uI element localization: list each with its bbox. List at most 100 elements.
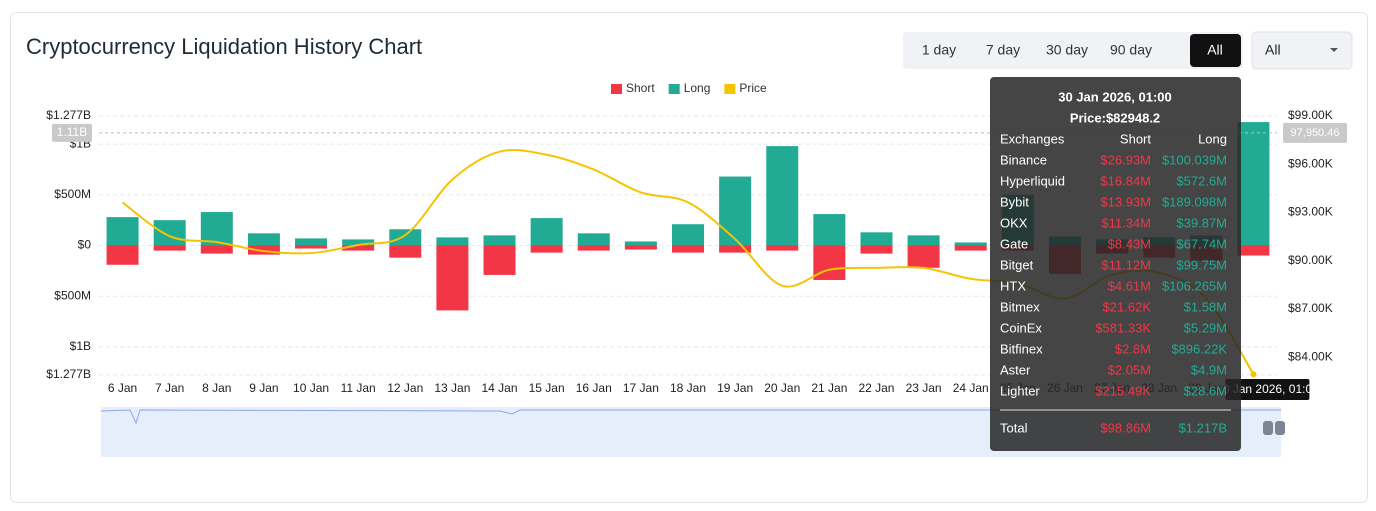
bar [1237, 122, 1270, 246]
x-crosshair-label: 30 Jan 2026, 01:00 [1216, 382, 1319, 396]
tooltip-cell: $13.93M [1100, 194, 1151, 209]
y-tick-label: $500M [54, 187, 91, 201]
y2-tick-label: $90.00K [1288, 253, 1333, 267]
bar [672, 224, 704, 246]
legend-label[interactable]: Price [739, 81, 767, 95]
tooltip-cell: OKX [1000, 215, 1028, 230]
x-tick-label: 18 Jan [670, 381, 706, 395]
bar [860, 245, 893, 254]
navigator-handle[interactable] [1263, 421, 1273, 435]
range-button[interactable]: 90 day [1110, 42, 1152, 58]
bar [342, 239, 375, 246]
tooltip-cell: $106.265M [1162, 278, 1227, 293]
bar [530, 218, 563, 246]
tooltip-cell: $100.039M [1162, 152, 1227, 167]
tooltip-cell: $99.75M [1176, 257, 1227, 272]
dropdown[interactable] [1251, 31, 1353, 70]
bar [247, 245, 280, 255]
tooltip-cell: $215.49K [1095, 383, 1151, 398]
range-button[interactable]: 7 day [986, 42, 1020, 58]
tooltip-cell: HTX [1000, 278, 1026, 293]
tooltip-total: $98.86M [1100, 420, 1151, 435]
legend-swatch[interactable] [724, 84, 736, 94]
tooltip-cell: $1.58M [1184, 299, 1227, 314]
bar [719, 245, 752, 253]
tooltip-cell: $896.22K [1171, 341, 1227, 356]
bar [200, 245, 233, 254]
y-tick-label: $1B [70, 339, 91, 353]
bar [907, 245, 940, 268]
crosshair-y-label: 1.11B [57, 125, 87, 139]
dropdown-caret [1330, 48, 1338, 52]
tooltip-cell: $21.62K [1103, 299, 1152, 314]
legend-swatch[interactable] [668, 84, 680, 94]
y2-tick-label: $87.00K [1288, 301, 1333, 315]
range-button[interactable]: All [1207, 42, 1223, 58]
y2-tick-label: $99.00K [1288, 108, 1333, 122]
bar [106, 217, 139, 246]
x-tick-label: 21 Jan [811, 381, 847, 395]
bar [200, 212, 233, 246]
x-tick-label: 24 Jan [953, 381, 989, 395]
range-button-active[interactable] [1190, 34, 1241, 67]
tooltip-cell: $5.29M [1184, 320, 1227, 335]
x-tick-label: 20 Jan [764, 381, 800, 395]
bar [577, 233, 610, 246]
y2-tick-label: $93.00K [1288, 205, 1333, 219]
x-tick-label: 17 Jan [623, 381, 659, 395]
range-button[interactable]: 1 day [922, 42, 956, 58]
tooltip-cell: $4.61M [1108, 278, 1151, 293]
bar [389, 245, 422, 258]
bar [577, 245, 610, 251]
tooltip-cell: Aster [1000, 362, 1031, 377]
tooltip-cell: $2.05M [1108, 362, 1151, 377]
tooltip-header: Short [1120, 131, 1151, 146]
tooltip-cell: $4.9M [1191, 362, 1227, 377]
bar [153, 220, 186, 246]
legend-label[interactable]: Short [626, 81, 655, 95]
price-point [1250, 371, 1257, 378]
x-crosshair-label-bg [1225, 379, 1310, 400]
tooltip-cell: $11.12M [1101, 257, 1151, 272]
tooltip-cell: $16.84M [1100, 173, 1151, 188]
x-tick-label: 14 Jan [482, 381, 518, 395]
y2-tick-label: $84.00K [1288, 349, 1333, 363]
dropdown-value[interactable]: All [1265, 42, 1281, 58]
x-tick-label: 6 Jan [108, 381, 137, 395]
bar [295, 238, 328, 246]
bar [436, 245, 469, 311]
tooltip-cell: $8.43M [1108, 236, 1151, 251]
y2-tick-label: $96.00K [1288, 156, 1333, 170]
y-tick-label: $500M [54, 288, 91, 302]
tooltip-title: 30 Jan 2026, 01:00 [1058, 89, 1171, 104]
bar [1237, 245, 1270, 256]
bar [106, 245, 139, 265]
tooltip-cell: $189.098M [1162, 194, 1227, 209]
range-button[interactable]: 30 day [1046, 42, 1088, 58]
navigator-handle[interactable] [1275, 421, 1285, 435]
tooltip-cell: Bitmex [1000, 299, 1040, 314]
chart-title: Cryptocurrency Liquidation History Chart [26, 34, 422, 59]
tooltip-header: Long [1198, 131, 1227, 146]
overlay: 30 Jan 2026, 01:00 1.11B 97,950.46 30 Jan 2… [52, 77, 1347, 451]
tooltip-cell: $39.87M [1176, 215, 1227, 230]
bar [530, 245, 563, 253]
crosshair-y2-bg [1283, 122, 1347, 143]
tooltip-price: Price:$82948.2 [1070, 110, 1160, 125]
x-tick-label: 9 Jan [249, 381, 278, 395]
x-tick-label: 7 Jan [155, 381, 184, 395]
bar [247, 233, 280, 246]
tooltip-cell: $28.6M [1184, 383, 1227, 398]
tooltip-total: $1.217B [1179, 420, 1227, 435]
tooltip-cell: Lighter [1000, 383, 1040, 398]
x-tick-label: 11 Jan [341, 381, 376, 395]
legend-label[interactable]: Long [684, 81, 711, 95]
x-tick-label: 19 Jan [717, 381, 753, 395]
y-tick-label: $0 [78, 238, 92, 252]
bar [436, 237, 469, 246]
tooltip-cell: $572.6M [1176, 173, 1227, 188]
legend-swatch[interactable] [611, 84, 622, 94]
tooltip-cell: $11.34M [1101, 215, 1151, 230]
